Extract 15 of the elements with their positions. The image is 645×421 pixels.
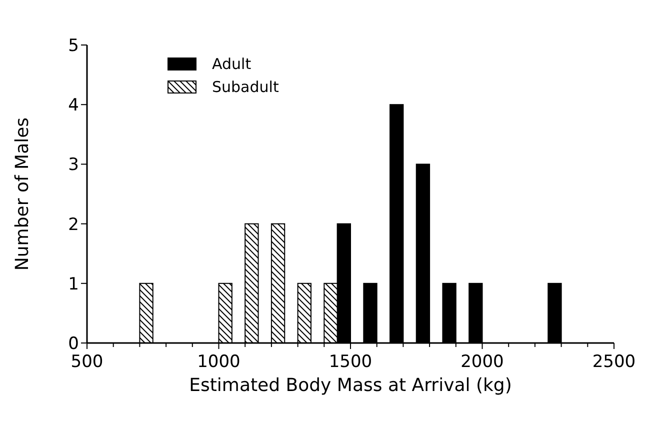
legend-label: Subadult bbox=[212, 78, 279, 96]
x-tick-label: 2000 bbox=[460, 352, 504, 372]
x-tick-label: 1000 bbox=[197, 352, 240, 372]
y-axis-title: Number of Males bbox=[12, 117, 33, 271]
y-tick-label: 0 bbox=[68, 334, 79, 354]
y-tick-label: 5 bbox=[68, 36, 79, 56]
y-tick-label: 1 bbox=[68, 274, 79, 294]
y-tick-label: 3 bbox=[68, 155, 79, 176]
legend-label: Adult bbox=[212, 55, 252, 73]
y-tick-label: 4 bbox=[68, 96, 79, 116]
x-tick-label: 2500 bbox=[592, 352, 636, 372]
x-tick-label: 1500 bbox=[328, 352, 372, 372]
x-tick-label: 500 bbox=[70, 352, 104, 372]
x-axis-title: Estimated Body Mass at Arrival (kg) bbox=[189, 375, 512, 396]
y-tick-label: 2 bbox=[68, 214, 79, 235]
